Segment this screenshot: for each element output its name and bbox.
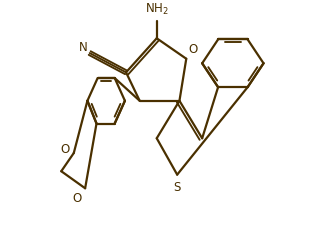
Text: S: S	[174, 181, 181, 194]
Text: O: O	[60, 143, 69, 156]
Text: N: N	[79, 41, 87, 54]
Text: O: O	[73, 192, 82, 205]
Text: O: O	[189, 43, 198, 56]
Text: NH$_2$: NH$_2$	[145, 2, 169, 17]
